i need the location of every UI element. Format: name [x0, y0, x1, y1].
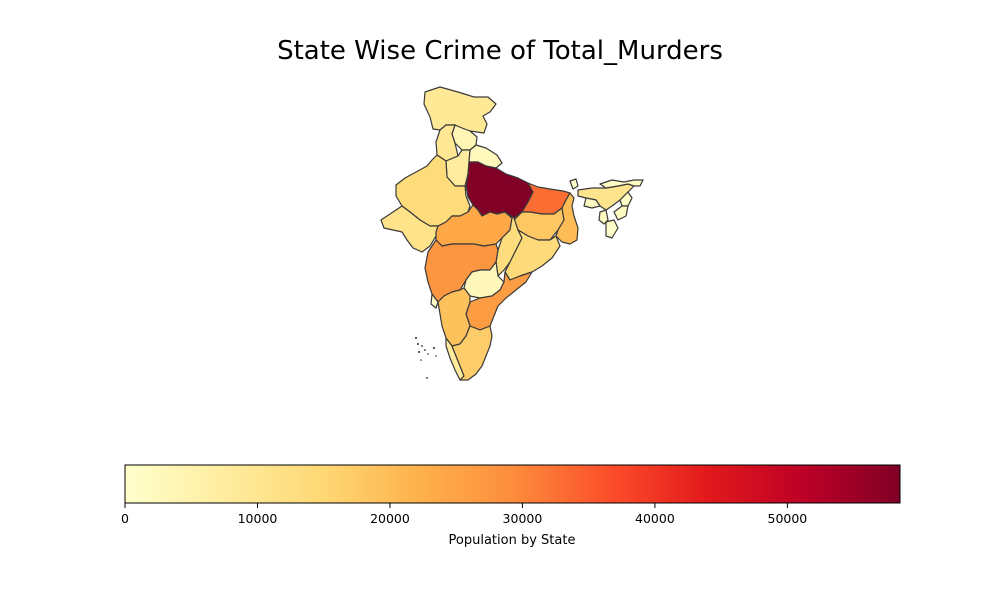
state-arunachal-pradesh: [599, 179, 644, 189]
state-jammu-kashmir: [423, 86, 497, 134]
colorbar-tick-label: 50000: [768, 511, 808, 526]
state-nagaland: [619, 191, 633, 207]
state-meghalaya: [583, 197, 601, 209]
map-title: State Wise Crime of Total_Murders: [277, 36, 723, 66]
state-west-bengal: [555, 192, 579, 245]
state-goa: [430, 293, 439, 309]
colorbar-label: Population by State: [449, 533, 576, 548]
state-sikkim: [569, 178, 579, 190]
lakshadweep-islands: [415, 337, 437, 379]
state-andhra-pradesh: [465, 271, 533, 331]
state-punjab: [435, 124, 459, 162]
colorbar-tick-label: 10000: [238, 511, 278, 526]
state-tamil-nadu: [451, 325, 493, 381]
colorbar-tick-label: 20000: [370, 511, 410, 526]
colorbar-tick-label: 30000: [503, 511, 543, 526]
colorbar: [124, 464, 901, 504]
colorbar-tick-label: 0: [121, 511, 129, 526]
state-karnataka: [437, 287, 471, 347]
state-odisha: [504, 229, 561, 281]
state-manipur: [613, 205, 629, 221]
colorbar-ticks: 0 10000 20000 30000 40000 50000: [121, 503, 807, 526]
state-mizoram: [605, 219, 619, 239]
colorbar-tick-label: 40000: [635, 511, 675, 526]
state-gujarat: [380, 205, 439, 253]
